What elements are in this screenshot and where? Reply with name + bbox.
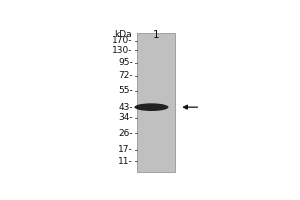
Text: 130-: 130-: [112, 46, 133, 55]
Text: 170-: 170-: [112, 36, 133, 45]
Text: 34-: 34-: [118, 113, 133, 122]
Text: kDa: kDa: [114, 30, 132, 39]
Bar: [137, 33, 176, 172]
Ellipse shape: [134, 103, 169, 111]
Text: 72-: 72-: [118, 71, 133, 80]
Text: 11-: 11-: [118, 157, 133, 166]
Text: 43-: 43-: [118, 103, 133, 112]
Text: 1: 1: [153, 30, 159, 40]
Text: 17-: 17-: [118, 145, 133, 154]
Text: 95-: 95-: [118, 58, 133, 67]
Text: 55-: 55-: [118, 86, 133, 95]
Text: 26-: 26-: [118, 129, 133, 138]
